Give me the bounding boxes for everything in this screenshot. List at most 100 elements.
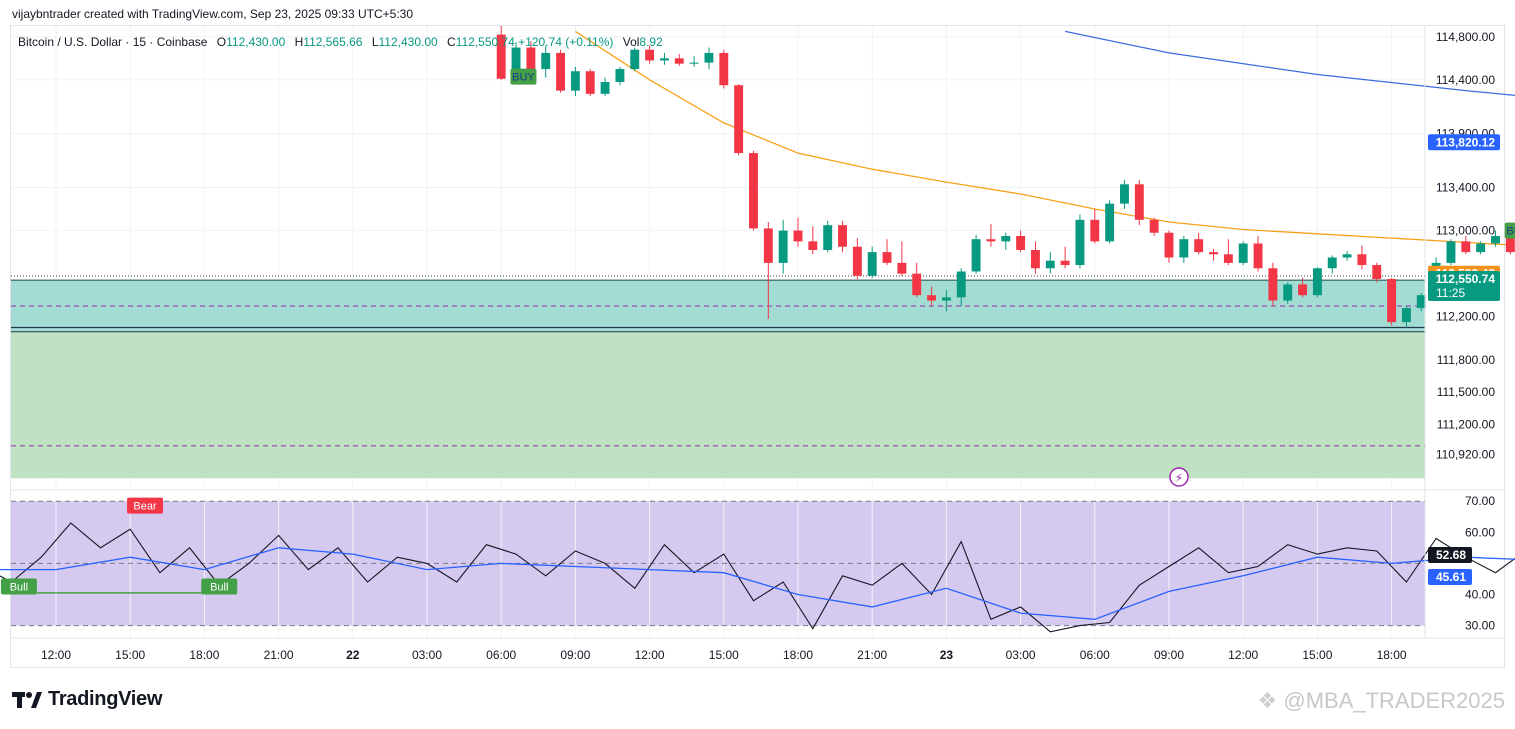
candle-body xyxy=(1446,241,1456,263)
x-tick-label: 22 xyxy=(346,648,360,662)
candle-body xyxy=(1505,235,1515,253)
x-tick-label: 21:00 xyxy=(857,648,887,662)
candle-body xyxy=(1001,235,1011,242)
ma200-line xyxy=(1064,30,1515,97)
candle-body xyxy=(1387,279,1397,323)
candle-body xyxy=(1164,232,1174,258)
divergence-label: Bear xyxy=(133,501,157,513)
candle-body xyxy=(927,295,937,301)
tradingview-logo-text: TradingView xyxy=(48,688,163,710)
candle-body xyxy=(689,62,699,64)
candle-body xyxy=(838,225,847,247)
rsi-value-text: 52.68 xyxy=(1436,548,1466,562)
candle-body xyxy=(526,47,536,70)
candle-body xyxy=(734,85,744,154)
candle-body xyxy=(719,52,729,86)
candle-body xyxy=(1298,284,1308,296)
divergence-label: Bull xyxy=(210,581,228,593)
candle-body xyxy=(1179,239,1189,258)
candle-body xyxy=(630,49,640,70)
y-tick-label: 113,000.00 xyxy=(1436,224,1495,238)
price-axis-badge-text: 113,820.12 xyxy=(1436,135,1496,149)
candle-body xyxy=(808,241,818,250)
rsi-line xyxy=(0,522,1515,633)
rsi-value-badge xyxy=(1428,569,1472,586)
candle-body xyxy=(749,153,758,229)
watermark: ❖ @MBA_TRADER2025 xyxy=(1258,688,1505,714)
x-tick-label: 18:00 xyxy=(189,648,219,662)
candle-body xyxy=(1030,249,1040,269)
x-tick-label: 21:00 xyxy=(264,648,294,662)
x-tick-label: 03:00 xyxy=(1006,648,1036,662)
ma50-line xyxy=(575,30,1515,246)
y-tick-label: 111,500.00 xyxy=(1437,385,1496,399)
change-value: +120.74 (+0.11%) xyxy=(518,35,614,49)
candle-body xyxy=(956,271,966,298)
y-tick-label: 111,800.00 xyxy=(1437,353,1496,367)
volume-label: Vol xyxy=(622,35,640,49)
candle-body xyxy=(1416,295,1426,309)
divergence-badge xyxy=(201,578,238,595)
candle-body xyxy=(971,239,981,272)
close-label: C xyxy=(447,35,456,49)
y-tick-label: 112,200.00 xyxy=(1436,310,1495,324)
candle-body xyxy=(941,297,951,301)
candle-body xyxy=(704,52,714,63)
rsi-tick-label: 40.00 xyxy=(1465,587,1495,601)
candle-body xyxy=(852,246,862,276)
rsi-value-badge xyxy=(1428,547,1472,564)
open-value: 112,430.00 xyxy=(226,35,286,49)
x-tick-label: 03:00 xyxy=(412,648,442,662)
x-tick-label: 18:00 xyxy=(783,648,813,662)
x-tick-label: 15:00 xyxy=(115,648,145,662)
candle-body xyxy=(600,81,610,94)
candle-body xyxy=(1401,308,1411,323)
y-tick-label: 111,200.00 xyxy=(1437,417,1496,431)
candle-body xyxy=(615,69,625,82)
tradingview-logo[interactable]: TradingView xyxy=(12,688,162,711)
divergence-badge xyxy=(127,497,164,514)
candle-body xyxy=(556,52,566,91)
price-axis-badge-sub: 11:25 xyxy=(1436,286,1465,300)
x-tick-label: 15:00 xyxy=(709,648,739,662)
buy-signal-badge xyxy=(1504,222,1515,239)
candle-body xyxy=(674,58,684,64)
x-tick-label: 12:00 xyxy=(635,648,665,662)
candle-body xyxy=(1342,254,1352,258)
candle-body xyxy=(1105,203,1115,242)
buy-signal-label: BUY xyxy=(1506,226,1515,238)
high-value: 112,565.66 xyxy=(303,35,363,49)
x-tick-label: 12:00 xyxy=(41,648,71,662)
symbol-title: Bitcoin / U.S. Dollar · 15 · Coinbase xyxy=(18,35,208,49)
candle-body xyxy=(1476,243,1486,253)
lightning-glyph: ⚡ xyxy=(1175,471,1183,485)
candle-body xyxy=(1075,219,1085,266)
price-axis-badge xyxy=(1428,134,1500,151)
divergence-badge xyxy=(0,578,37,595)
candle-body xyxy=(1312,268,1322,296)
candle-body xyxy=(1045,260,1055,269)
candle-body xyxy=(1283,284,1293,301)
candle-body xyxy=(645,49,655,61)
candle-body xyxy=(1491,235,1500,244)
candle-body xyxy=(1461,241,1471,253)
candle-body xyxy=(867,252,877,276)
candle-body xyxy=(912,273,922,296)
close-value: 112,550.74 xyxy=(455,35,515,49)
candle-body xyxy=(1149,219,1159,233)
lightning-icon xyxy=(1169,467,1189,487)
candle-body xyxy=(1209,252,1218,255)
chart-frame[interactable] xyxy=(10,25,1505,668)
price-axis-badge-text: 112,550.74 xyxy=(1436,272,1496,286)
x-tick-label: 09:00 xyxy=(1154,648,1184,662)
candle-body xyxy=(763,228,773,263)
candle-body xyxy=(570,71,580,91)
candle-body xyxy=(1327,257,1337,269)
x-tick-label: 23 xyxy=(940,648,954,662)
candle-body xyxy=(897,262,907,274)
y-tick-label: 114,800.00 xyxy=(1436,30,1495,44)
y-tick-label: 113,400.00 xyxy=(1436,181,1495,195)
divergence-label: Bull xyxy=(10,581,28,593)
candle-body xyxy=(541,52,551,70)
